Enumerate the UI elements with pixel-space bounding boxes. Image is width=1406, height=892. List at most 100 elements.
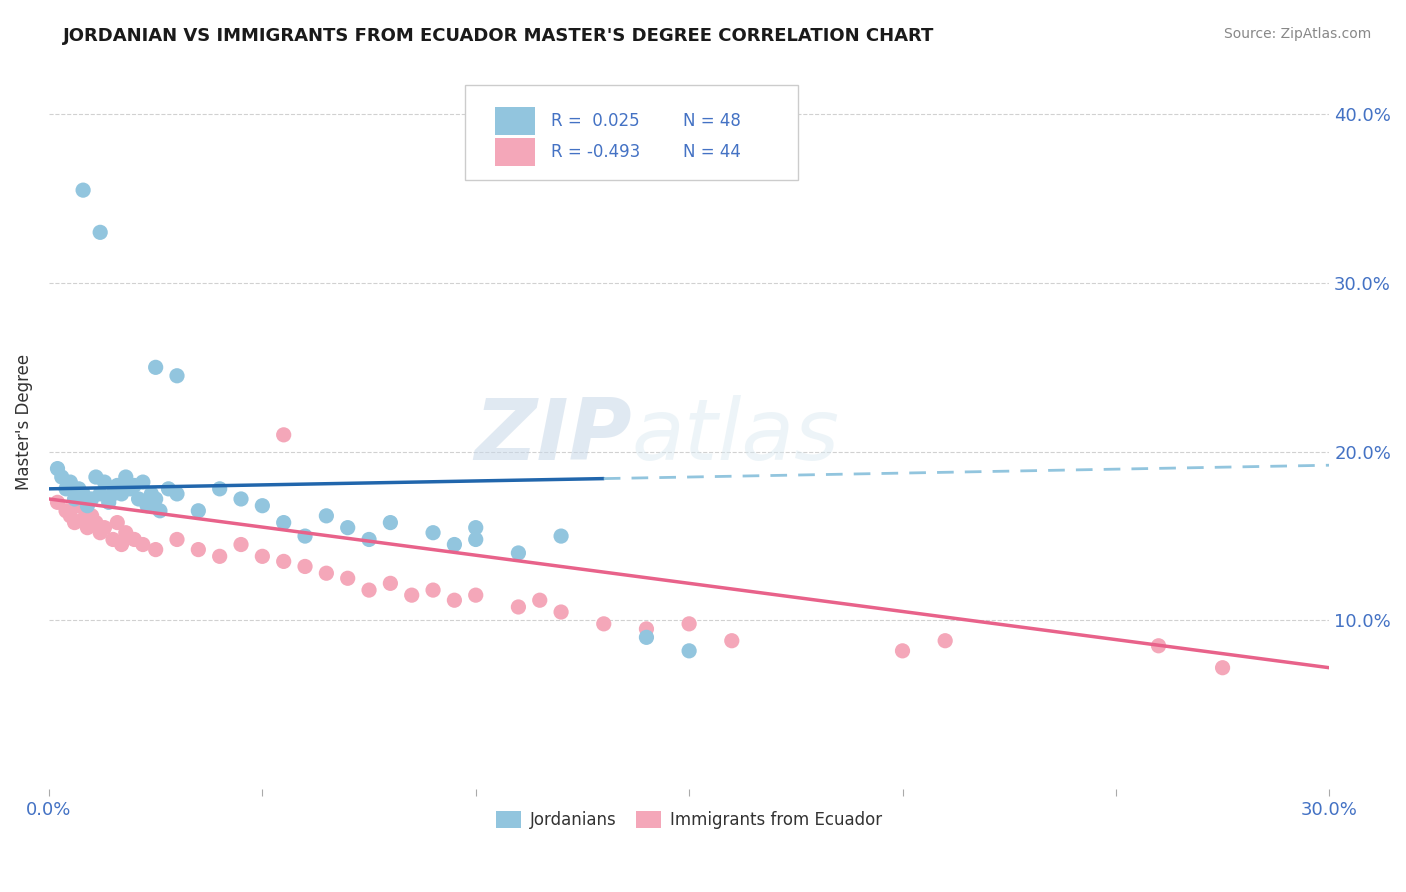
Point: [294, 529, 316, 543]
Point: [934, 633, 956, 648]
Point: [508, 546, 530, 560]
Point: [464, 521, 486, 535]
Text: N = 44: N = 44: [683, 143, 741, 161]
Text: N = 48: N = 48: [683, 112, 741, 130]
Point: [114, 470, 136, 484]
Point: [76, 521, 98, 535]
Point: [273, 554, 295, 568]
Point: [101, 487, 124, 501]
Point: [315, 566, 337, 581]
Point: [136, 499, 159, 513]
Point: [97, 495, 120, 509]
Point: [120, 482, 142, 496]
Point: [84, 516, 107, 530]
Point: [315, 508, 337, 523]
Point: [145, 360, 167, 375]
Point: [229, 491, 252, 506]
Point: [72, 512, 94, 526]
Point: [443, 593, 465, 607]
Point: [145, 491, 167, 506]
Point: [380, 576, 402, 591]
Point: [336, 521, 359, 535]
Text: JORDANIAN VS IMMIGRANTS FROM ECUADOR MASTER'S DEGREE CORRELATION CHART: JORDANIAN VS IMMIGRANTS FROM ECUADOR MAS…: [63, 27, 935, 45]
Point: [891, 644, 914, 658]
Point: [252, 549, 274, 564]
Point: [110, 537, 132, 551]
Point: [149, 504, 172, 518]
Point: [443, 537, 465, 551]
Point: [273, 427, 295, 442]
Text: Source: ZipAtlas.com: Source: ZipAtlas.com: [1223, 27, 1371, 41]
Point: [63, 491, 86, 506]
Point: [93, 475, 115, 489]
Text: ZIP: ZIP: [474, 395, 631, 478]
Point: [63, 516, 86, 530]
Point: [132, 475, 155, 489]
Point: [132, 537, 155, 551]
Point: [46, 461, 69, 475]
Point: [464, 533, 486, 547]
Point: [93, 521, 115, 535]
Point: [1147, 639, 1170, 653]
Point: [229, 537, 252, 551]
Point: [550, 529, 572, 543]
Point: [508, 599, 530, 614]
Point: [76, 499, 98, 513]
Point: [529, 593, 551, 607]
Point: [208, 549, 231, 564]
Point: [678, 616, 700, 631]
Point: [72, 183, 94, 197]
Point: [55, 504, 77, 518]
Point: [636, 622, 658, 636]
Y-axis label: Master's Degree: Master's Degree: [15, 354, 32, 491]
Point: [401, 588, 423, 602]
Text: R =  0.025: R = 0.025: [551, 112, 640, 130]
FancyBboxPatch shape: [465, 85, 799, 180]
Point: [67, 499, 90, 513]
Point: [208, 482, 231, 496]
Point: [101, 533, 124, 547]
Point: [55, 482, 77, 496]
Point: [114, 525, 136, 540]
Point: [110, 487, 132, 501]
Point: [80, 491, 103, 506]
Point: [380, 516, 402, 530]
Text: atlas: atlas: [631, 395, 839, 478]
Point: [80, 508, 103, 523]
Point: [166, 487, 188, 501]
Point: [187, 504, 209, 518]
Point: [105, 478, 128, 492]
Point: [294, 559, 316, 574]
Point: [124, 478, 146, 492]
Point: [59, 475, 82, 489]
Point: [550, 605, 572, 619]
Point: [51, 470, 73, 484]
Point: [46, 495, 69, 509]
Point: [84, 470, 107, 484]
Point: [166, 368, 188, 383]
Point: [357, 533, 380, 547]
Point: [166, 533, 188, 547]
Point: [145, 542, 167, 557]
Point: [124, 533, 146, 547]
Point: [157, 482, 180, 496]
Point: [273, 516, 295, 530]
Point: [464, 588, 486, 602]
Text: R = -0.493: R = -0.493: [551, 143, 640, 161]
Point: [67, 482, 90, 496]
FancyBboxPatch shape: [495, 138, 536, 166]
Legend: Jordanians, Immigrants from Ecuador: Jordanians, Immigrants from Ecuador: [489, 805, 889, 836]
Point: [422, 583, 444, 598]
Point: [636, 631, 658, 645]
Point: [89, 487, 111, 501]
Point: [187, 542, 209, 557]
Point: [422, 525, 444, 540]
Point: [128, 491, 150, 506]
Point: [678, 644, 700, 658]
Point: [105, 516, 128, 530]
Point: [89, 225, 111, 239]
Point: [141, 487, 163, 501]
Point: [59, 508, 82, 523]
Point: [336, 571, 359, 585]
Point: [592, 616, 614, 631]
